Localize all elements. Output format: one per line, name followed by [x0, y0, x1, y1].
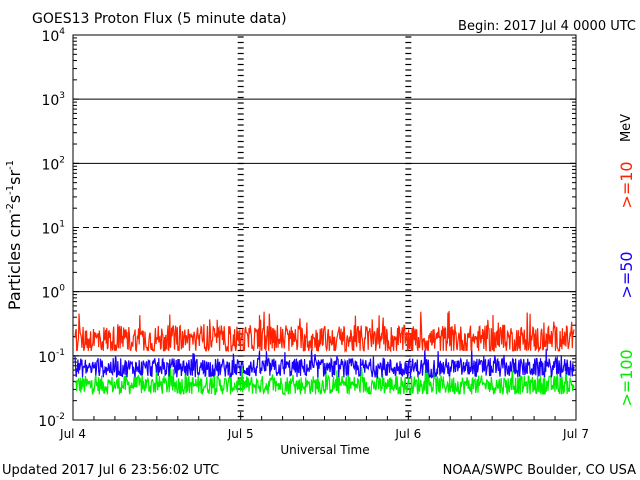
updated-timestamp: Updated 2017 Jul 6 23:56:02 UTC [2, 463, 219, 478]
x-tick-label: Jul 5 [227, 427, 254, 441]
legend-series-label: >=100 [617, 349, 636, 406]
legend-unit: MeV [619, 114, 634, 142]
flux-series-line [74, 348, 575, 380]
begin-time: Begin: 2017 Jul 4 0000 UTC [458, 19, 636, 34]
credit-text: NOAA/SWPC Boulder, CO USA [443, 463, 636, 478]
y-tick-label: 101 [41, 220, 65, 238]
legend: >=10 >=50 >=100 MeV [617, 114, 636, 407]
y-tick-label: 102 [41, 155, 65, 173]
x-tick-label: Jul 7 [562, 427, 589, 441]
y-axis-label: Particles cm-2s-1sr-1 [5, 160, 24, 310]
legend-series-label: >=10 [617, 161, 636, 208]
y-tick-label: 103 [41, 91, 65, 109]
legend-series-label: >=50 [617, 251, 636, 298]
chart-title: GOES13 Proton Flux (5 minute data) [32, 11, 287, 27]
y-tick-label: 100 [41, 284, 65, 302]
flux-series-line [74, 310, 575, 353]
y-tick-label: 10-1 [38, 348, 65, 366]
y-tick-label: 104 [41, 27, 65, 45]
x-tick-label: Jul 6 [394, 427, 421, 441]
x-axis-label: Universal Time [280, 443, 369, 457]
y-tick-label: 10-2 [38, 412, 65, 430]
x-tick-label: Jul 4 [59, 427, 86, 441]
flux-series-line [74, 365, 575, 397]
